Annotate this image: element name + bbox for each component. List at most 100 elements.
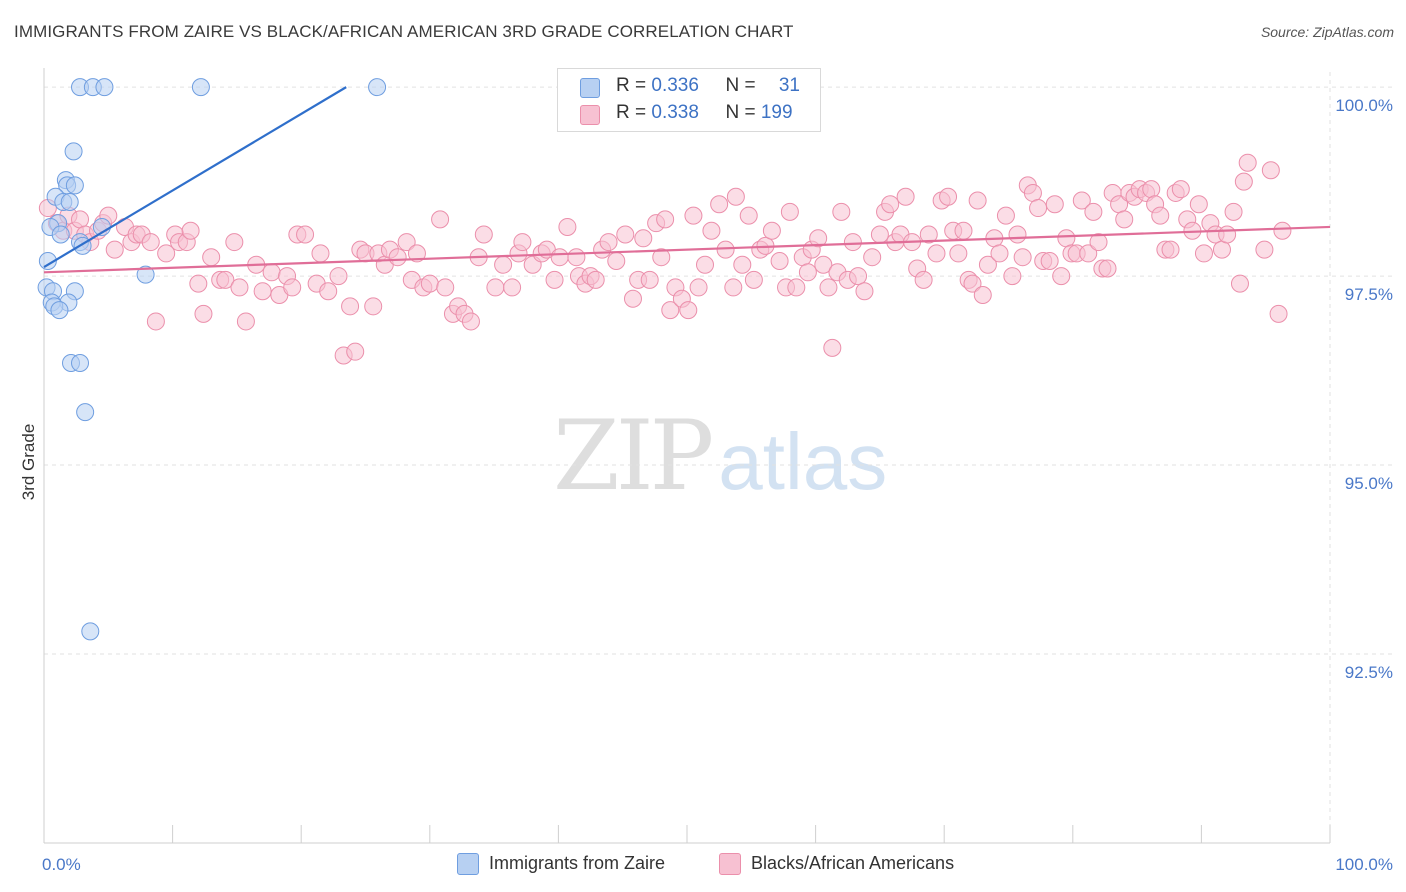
legend-swatch-pink: [580, 105, 600, 125]
data-point-blacks: [1238, 153, 1257, 172]
data-point-blacks: [1151, 206, 1170, 225]
data-point-blacks: [461, 312, 480, 331]
data-point-blacks: [623, 289, 642, 308]
data-point-blacks: [1040, 251, 1059, 270]
data-point-blacks: [726, 187, 745, 206]
data-point-zaire: [95, 78, 114, 97]
data-point-blacks: [1045, 195, 1064, 214]
data-point-blacks: [1189, 195, 1208, 214]
data-point-blacks: [863, 248, 882, 267]
data-point-blacks: [1171, 180, 1190, 199]
bottom-legend-label: Blacks/African Americans: [751, 853, 955, 873]
data-point-blacks: [616, 225, 635, 244]
legend-swatch-pink: [719, 853, 741, 875]
data-point-blacks: [486, 278, 505, 297]
data-point-blacks: [146, 312, 165, 331]
data-point-blacks: [744, 270, 763, 289]
data-point-blacks: [724, 278, 743, 297]
data-point-blacks: [1115, 210, 1134, 229]
data-point-blacks: [780, 202, 799, 221]
data-point-blacks: [202, 248, 221, 267]
y-axis-title: 3rd Grade: [19, 424, 38, 501]
data-point-blacks: [990, 244, 1009, 263]
x-tick-label-max: 100.0%: [1335, 855, 1393, 874]
data-point-blacks: [189, 274, 208, 293]
data-point-blacks: [474, 225, 493, 244]
data-point-blacks: [341, 297, 360, 316]
data-point-blacks: [1142, 180, 1161, 199]
data-point-blacks: [1057, 229, 1076, 248]
legend-n-value: 31: [778, 75, 800, 96]
data-point-blacks: [141, 233, 160, 252]
legend-n-label: N =: [725, 102, 761, 123]
data-point-blacks: [881, 195, 900, 214]
data-point-blacks: [388, 248, 407, 267]
data-point-blacks: [762, 221, 781, 240]
data-point-blacks: [814, 255, 833, 274]
data-point-blacks: [181, 221, 200, 240]
data-point-blacks: [599, 233, 618, 252]
data-point-blacks: [346, 342, 365, 361]
data-point-blacks: [262, 263, 281, 282]
data-point-blacks: [1269, 304, 1288, 323]
data-point-zaire: [136, 265, 155, 284]
data-point-blacks: [1029, 199, 1048, 218]
data-point-blacks: [1273, 221, 1292, 240]
data-point-zaire: [51, 225, 70, 244]
legend-r-value: 0.338: [651, 102, 699, 123]
trend-line-blacks: [43, 225, 1331, 274]
y-tick-label: 97.5%: [1345, 285, 1393, 304]
data-point-blacks: [420, 274, 439, 293]
data-point-blacks: [787, 278, 806, 297]
data-point-blacks: [1218, 225, 1237, 244]
data-point-blacks: [679, 301, 698, 320]
data-point-blacks: [503, 278, 522, 297]
data-point-blacks: [216, 270, 235, 289]
watermark: ZIP atlas: [553, 400, 887, 512]
data-point-blacks: [855, 282, 874, 301]
data-point-blacks: [558, 217, 577, 236]
data-point-blacks: [407, 244, 426, 263]
data-point-blacks: [1072, 191, 1091, 210]
data-point-blacks: [684, 206, 703, 225]
data-point-zaire: [71, 354, 90, 373]
data-point-blacks: [770, 251, 789, 270]
data-point-blacks: [586, 270, 605, 289]
data-point-zaire: [368, 78, 387, 97]
data-point-blacks: [1023, 183, 1042, 202]
data-point-blacks: [71, 210, 90, 229]
data-point-blacks: [1003, 267, 1022, 286]
data-point-blacks: [1079, 244, 1098, 263]
watermark-atlas: atlas: [718, 417, 888, 506]
data-point-zaire: [38, 251, 57, 270]
data-point-zaire: [60, 193, 79, 212]
data-point-blacks: [978, 255, 997, 274]
data-point-blacks: [319, 282, 338, 301]
data-point-blacks: [661, 301, 680, 320]
legend-r-label: R =: [616, 102, 652, 123]
data-point-blacks: [798, 263, 817, 282]
data-point-blacks: [739, 206, 758, 225]
data-point-blacks: [157, 244, 176, 263]
data-point-blacks: [1161, 240, 1180, 259]
data-point-blacks: [230, 278, 249, 297]
data-point-blacks: [1052, 267, 1071, 286]
gridlines: [44, 72, 1395, 843]
data-point-blacks: [607, 251, 626, 270]
data-point-blacks: [550, 248, 569, 267]
data-point-blacks: [253, 282, 272, 301]
data-point-blacks: [832, 202, 851, 221]
data-point-blacks: [849, 267, 868, 286]
data-point-blacks: [1194, 244, 1213, 263]
watermark-zip: ZIP: [553, 400, 714, 512]
legend-swatch-blue: [457, 853, 479, 875]
y-tick-label: 92.5%: [1345, 663, 1393, 682]
data-point-blacks: [823, 338, 842, 357]
data-point-blacks: [716, 240, 735, 259]
data-point-blacks: [1234, 172, 1253, 191]
chart-title: IMMIGRANTS FROM ZAIRE VS BLACK/AFRICAN A…: [14, 22, 794, 41]
tick-labels: 100.0% 97.5% 95.0% 92.5% 0.0% 100.0%: [42, 96, 1393, 874]
data-point-blacks: [194, 304, 213, 323]
data-point-blacks: [896, 187, 915, 206]
data-point-zaire: [81, 622, 100, 641]
